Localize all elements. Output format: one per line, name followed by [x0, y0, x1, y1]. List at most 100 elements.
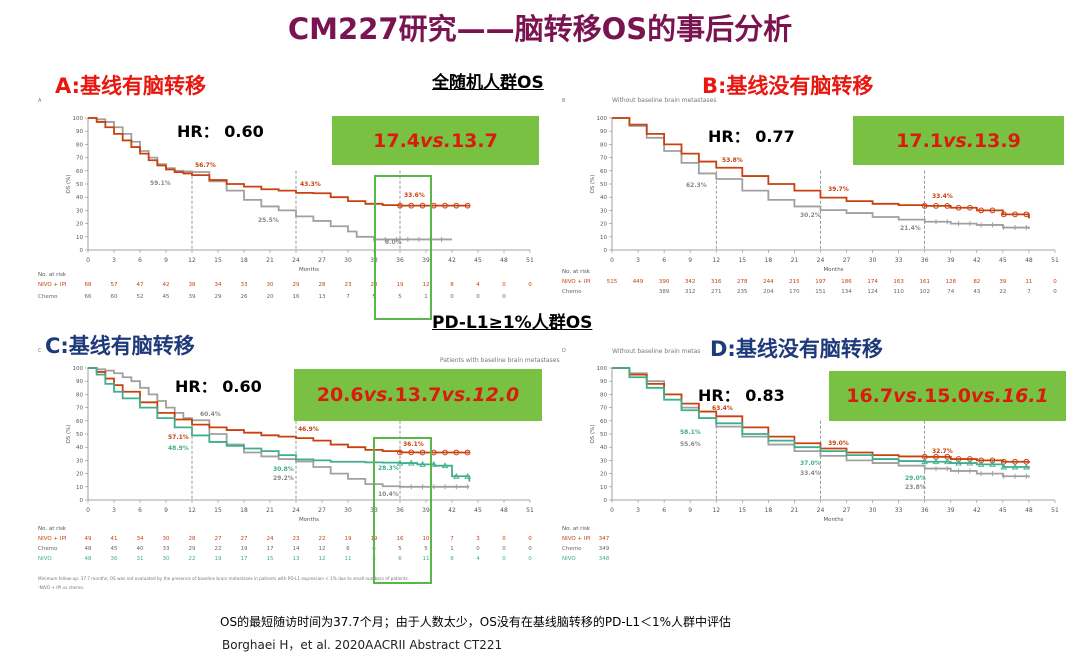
y-tick-label: 0 — [80, 248, 84, 254]
panel-d-median-main: 16.7 — [846, 385, 894, 407]
y-tick-label: 0 — [604, 248, 608, 254]
x-tick-label: 3 — [112, 257, 116, 264]
y-tick-label: 70 — [600, 406, 607, 412]
y-axis-label: OS (%) — [66, 174, 72, 193]
risk-value: 13 — [293, 556, 300, 562]
series-line-nivo — [88, 367, 471, 482]
x-tick-label: 18 — [240, 257, 248, 264]
risk-value: 30 — [163, 556, 170, 562]
y-tick-label: 40 — [600, 445, 607, 451]
x-tick-label: 18 — [765, 507, 773, 514]
risk-value: 110 — [893, 289, 904, 295]
risk-value: 22 — [189, 556, 196, 562]
x-tick-label: 12 — [188, 257, 196, 264]
censor-mark — [1023, 463, 1030, 470]
censor-mark — [944, 458, 951, 465]
risk-value: 31 — [137, 556, 144, 562]
risk-value: 16 — [293, 294, 300, 300]
x-tick-label: 24 — [292, 257, 300, 264]
panel-d-median-vs2: vs. — [970, 385, 1002, 407]
risk-value: 38 — [189, 282, 196, 288]
risk-value: 20 — [267, 294, 274, 300]
risk-value: 17 — [241, 556, 248, 562]
data-label: 46.9% — [298, 426, 319, 433]
x-tick-label: 51 — [526, 257, 534, 264]
y-axis-label: OS (%) — [590, 174, 596, 193]
risk-value: 45 — [163, 294, 170, 300]
censor-mark — [408, 202, 415, 209]
risk-value: 235 — [737, 289, 748, 295]
x-tick-label: 51 — [526, 507, 534, 514]
x-tick-label: 42 — [448, 507, 456, 514]
panel-b-median-rest: 13.9 — [973, 129, 1021, 152]
censor-mark — [1000, 211, 1007, 218]
risk-value: 12 — [319, 546, 326, 552]
x-tick-label: 12 — [188, 507, 196, 514]
risk-value: 0 — [450, 294, 454, 300]
censor-mark — [408, 459, 415, 466]
y-tick-label: 90 — [76, 379, 83, 385]
censor-mark — [397, 202, 403, 209]
panel-subtitle: Patients with baseline brain metastases — [440, 357, 560, 364]
risk-value: 4 — [476, 282, 480, 288]
censor-mark — [453, 449, 460, 456]
censor-mark — [1023, 211, 1030, 218]
y-tick-label: 80 — [76, 142, 83, 148]
y-tick-label: 80 — [76, 392, 83, 398]
risk-value: 11 — [345, 556, 352, 562]
x-tick-label: 6 — [662, 507, 666, 514]
risk-value: 14 — [293, 546, 300, 552]
chart-footnote: Minimum follow-up: 37.7 months; OS was n… — [38, 576, 409, 581]
x-tick-label: 39 — [947, 257, 955, 264]
data-label: 33.4% — [800, 470, 821, 477]
panel-c-median-vs2: vs. — [441, 384, 473, 406]
risk-value: 170 — [789, 289, 800, 295]
x-tick-label: 9 — [164, 257, 168, 264]
risk-value: 22 — [319, 536, 326, 542]
x-tick-label: 6 — [138, 257, 142, 264]
panel-subtitle: Without baseline brain metastases — [612, 97, 716, 104]
panel-a-median-main: 17.4 — [373, 129, 421, 152]
risk-value: 26 — [241, 294, 248, 300]
risk-value: 316 — [711, 279, 722, 285]
panel-c-median-rest2: 12.0 — [472, 384, 520, 406]
y-tick-label: 100 — [73, 116, 84, 122]
panel-d-title: D:基线没有脑转移 — [710, 337, 883, 361]
censor-mark — [977, 460, 985, 467]
risk-value: 0 — [502, 294, 506, 300]
footnote: OS的最短随访时间为37.7个月；由于人数太少，OS没有在基线脑转移的PD-L1… — [220, 615, 732, 629]
data-label: 33.6% — [404, 192, 425, 199]
risk-value: 278 — [737, 279, 748, 285]
x-tick-label: 0 — [86, 257, 90, 264]
risk-value: 29 — [215, 294, 222, 300]
risk-value: 57 — [111, 282, 118, 288]
x-tick-label: 39 — [422, 507, 430, 514]
data-label: 29.0% — [905, 475, 926, 482]
series-line-chemo — [88, 367, 470, 488]
risk-value: 28 — [189, 536, 196, 542]
y-tick-label: 60 — [600, 169, 607, 175]
risk-value: 271 — [711, 289, 722, 295]
censor-mark — [989, 460, 996, 467]
x-tick-label: 30 — [344, 507, 352, 514]
risk-value: 204 — [763, 289, 774, 295]
risk-value: 244 — [763, 279, 774, 285]
censor-mark — [955, 459, 962, 466]
population-all-label: 全随机人群OS — [432, 73, 544, 93]
risk-value: 36 — [111, 556, 118, 562]
censor-mark — [989, 457, 996, 464]
censor-mark — [419, 202, 426, 209]
risk-value: 40 — [137, 546, 144, 552]
x-tick-label: 27 — [318, 257, 326, 264]
x-tick-label: 42 — [448, 257, 456, 264]
x-axis-label: Months — [299, 267, 319, 273]
censor-mark — [933, 203, 939, 209]
risk-value: 6 — [346, 546, 350, 552]
risk-value: 49 — [85, 536, 92, 542]
panel-a-hr: HR： 0.60 — [177, 122, 264, 141]
panel-c-median-main: 20.6 — [316, 384, 364, 406]
risk-value: 29 — [189, 546, 196, 552]
y-tick-label: 10 — [600, 235, 607, 241]
censor-mark — [966, 459, 974, 466]
risk-value: 7 — [346, 294, 350, 300]
